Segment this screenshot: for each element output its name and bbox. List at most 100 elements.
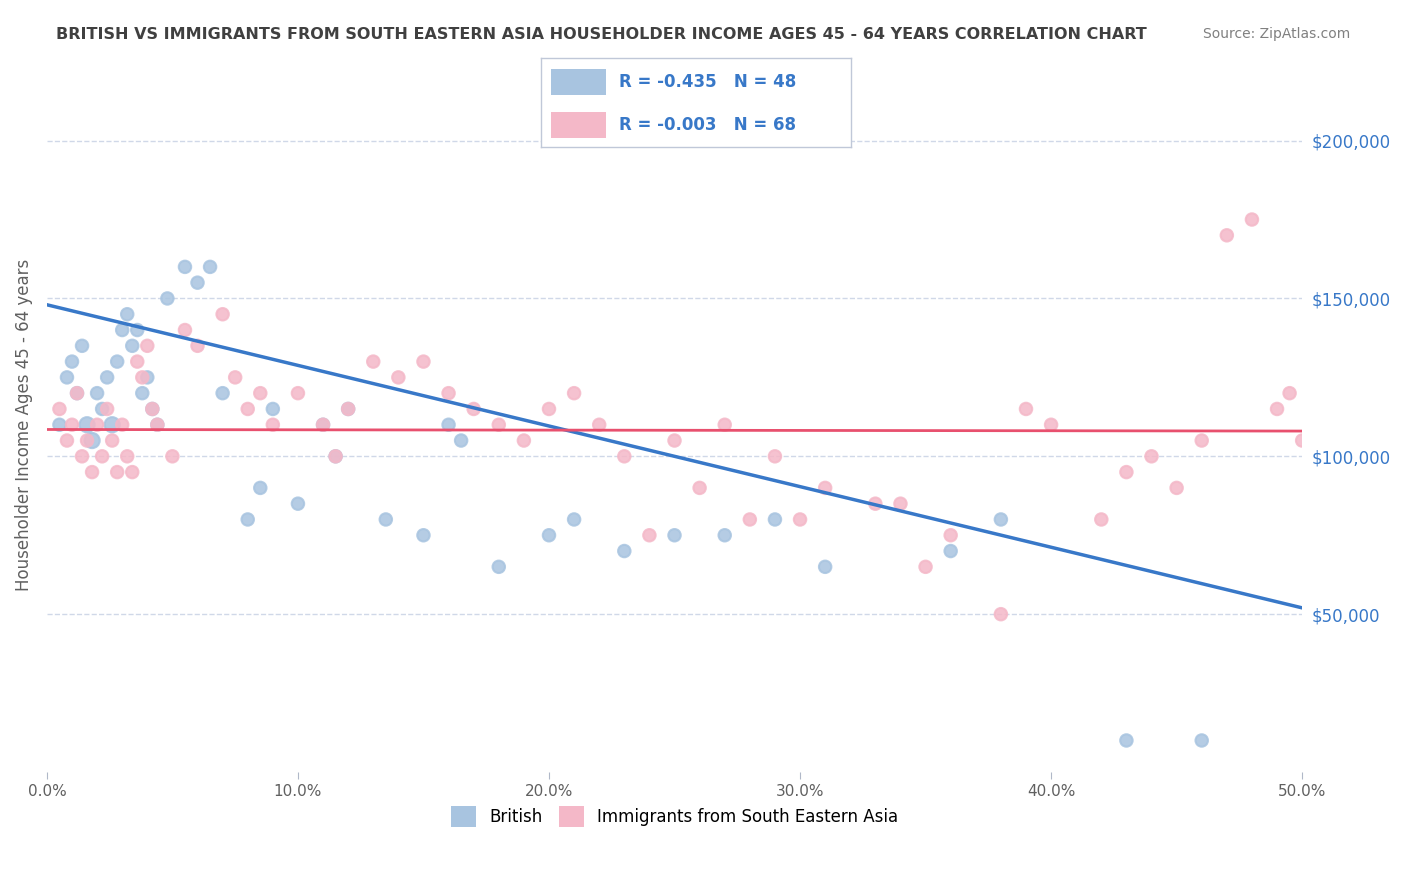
Point xyxy=(814,559,837,574)
Point xyxy=(1291,434,1313,448)
Point xyxy=(287,497,309,511)
Point xyxy=(127,323,149,337)
Point xyxy=(249,481,271,495)
Point xyxy=(127,354,149,368)
Point xyxy=(1015,401,1038,416)
Point xyxy=(96,370,118,384)
Point xyxy=(96,401,118,416)
Point xyxy=(131,370,153,384)
Point xyxy=(91,450,114,464)
Point xyxy=(66,386,89,401)
Point xyxy=(537,528,560,542)
Point xyxy=(337,401,360,416)
Point xyxy=(224,370,246,384)
Point xyxy=(60,354,83,368)
Point xyxy=(990,607,1012,622)
Point xyxy=(111,417,134,432)
Point xyxy=(136,370,159,384)
Point xyxy=(236,512,259,526)
Point xyxy=(121,339,143,353)
Point xyxy=(814,481,837,495)
Point xyxy=(664,528,686,542)
Point xyxy=(70,450,93,464)
Point xyxy=(325,450,347,464)
Point xyxy=(1216,228,1239,243)
Point xyxy=(80,465,103,479)
Legend: British, Immigrants from South Eastern Asia: British, Immigrants from South Eastern A… xyxy=(444,799,905,833)
Point xyxy=(136,339,159,353)
Point xyxy=(1115,733,1137,747)
Point xyxy=(374,512,396,526)
Point xyxy=(562,512,585,526)
Point xyxy=(131,386,153,401)
Point xyxy=(76,434,98,448)
Point xyxy=(141,401,163,416)
Point xyxy=(70,339,93,353)
Point xyxy=(488,559,510,574)
Point xyxy=(789,512,811,526)
Point xyxy=(115,307,138,321)
Point xyxy=(156,292,179,306)
Point xyxy=(1115,465,1137,479)
Point xyxy=(186,276,208,290)
Point xyxy=(412,528,434,542)
Point xyxy=(1040,417,1063,432)
Point xyxy=(121,465,143,479)
Point xyxy=(914,559,936,574)
Point xyxy=(86,417,108,432)
Point xyxy=(865,497,887,511)
Point xyxy=(186,339,208,353)
Point xyxy=(236,401,259,416)
Y-axis label: Householder Income Ages 45 - 64 years: Householder Income Ages 45 - 64 years xyxy=(15,259,32,591)
Point xyxy=(105,354,128,368)
Point xyxy=(689,481,711,495)
Point xyxy=(48,417,70,432)
Point xyxy=(86,386,108,401)
Point xyxy=(262,401,284,416)
Point xyxy=(713,417,735,432)
Point xyxy=(111,323,134,337)
Point xyxy=(262,417,284,432)
Point xyxy=(48,401,70,416)
Point xyxy=(889,497,911,511)
Point xyxy=(939,528,962,542)
Point xyxy=(513,434,536,448)
Point xyxy=(562,386,585,401)
Point xyxy=(1265,401,1288,416)
Point xyxy=(211,307,233,321)
Point xyxy=(174,323,197,337)
Point xyxy=(146,417,169,432)
Point xyxy=(588,417,610,432)
Point xyxy=(613,544,636,558)
Point xyxy=(312,417,335,432)
Point xyxy=(664,434,686,448)
Point xyxy=(537,401,560,416)
Point xyxy=(337,401,360,416)
Point xyxy=(437,417,460,432)
Point xyxy=(1140,450,1163,464)
Point xyxy=(990,512,1012,526)
Point xyxy=(488,417,510,432)
Point xyxy=(146,417,169,432)
Point xyxy=(249,386,271,401)
Point xyxy=(174,260,197,274)
Point xyxy=(939,544,962,558)
Point xyxy=(638,528,661,542)
Point xyxy=(613,450,636,464)
Point xyxy=(1166,481,1188,495)
Point xyxy=(763,512,786,526)
Point xyxy=(312,417,335,432)
Point xyxy=(763,450,786,464)
Point xyxy=(101,434,124,448)
Point xyxy=(56,370,79,384)
FancyBboxPatch shape xyxy=(551,69,606,95)
Point xyxy=(211,386,233,401)
Text: BRITISH VS IMMIGRANTS FROM SOUTH EASTERN ASIA HOUSEHOLDER INCOME AGES 45 - 64 YE: BRITISH VS IMMIGRANTS FROM SOUTH EASTERN… xyxy=(56,27,1147,42)
Point xyxy=(1090,512,1112,526)
Point xyxy=(105,465,128,479)
Point xyxy=(60,417,83,432)
Point xyxy=(91,401,114,416)
Point xyxy=(463,401,485,416)
Text: R = -0.003   N = 68: R = -0.003 N = 68 xyxy=(619,116,796,134)
Point xyxy=(115,450,138,464)
